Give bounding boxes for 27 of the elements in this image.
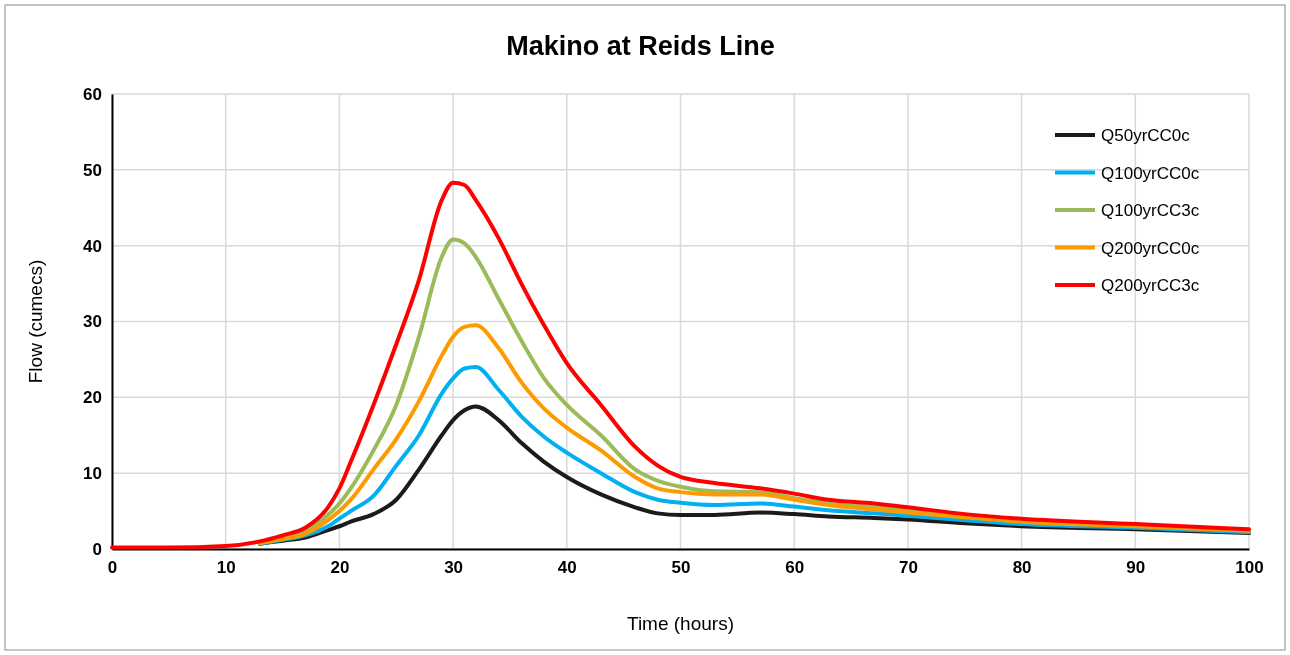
x-axis-title: Time (hours) [627,613,734,634]
legend-label: Q200yrCC3c [1101,276,1200,295]
x-tick-label: 40 [557,558,577,578]
legend-label: Q100yrCC0c [1101,163,1200,183]
legend-label: Q200yrCC0c [1101,238,1200,258]
x-tick-label: 100 [1235,558,1264,578]
y-tick-label: 40 [83,236,102,256]
x-tick-label: 80 [1012,558,1032,578]
legend-label: Q50yrCC0c [1101,126,1191,145]
x-tick-label: 0 [107,558,118,578]
x-tick-label: 60 [785,558,805,578]
legend-label: Q100yrCC3c [1101,201,1200,220]
y-tick-label: 50 [83,160,102,180]
chart-title: Makino at Reids Line [506,31,775,61]
y-tick-label: 0 [92,539,102,559]
y-tick-label: 10 [83,464,102,484]
x-tick-label: 20 [330,558,350,578]
x-tick-label: 90 [1126,558,1146,578]
y-axis-title: Flow (cumecs) [25,259,46,384]
y-tick-label: 20 [83,388,102,408]
x-tick-label: 10 [216,558,236,578]
x-tick-label: 30 [444,558,464,578]
x-tick-label: 50 [671,558,691,578]
y-tick-label: 30 [83,312,102,332]
line-series [257,323,1251,545]
y-tick-label: 60 [83,84,102,104]
x-tick-label: 70 [898,558,918,578]
